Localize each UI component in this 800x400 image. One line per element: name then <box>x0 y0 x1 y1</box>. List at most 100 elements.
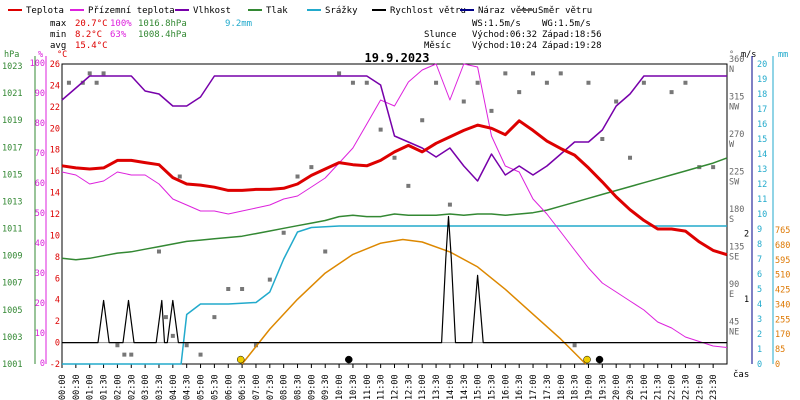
wind-tick-label: 1 <box>744 295 749 305</box>
x-tick-label: 11:00 <box>363 374 373 400</box>
wind-direction-point <box>240 287 245 291</box>
direction-tick-deg: 90 <box>729 280 739 290</box>
x-tick-label: 17:30 <box>543 374 553 400</box>
x-tick-label: 00:00 <box>58 374 68 400</box>
gust-tick-label: 3 <box>757 315 762 325</box>
wind-direction-point <box>66 80 71 85</box>
gust-tick-label: 14 <box>757 150 767 160</box>
direction-tick-card: SW <box>729 178 740 188</box>
x-tick-label: 15:00 <box>474 374 484 400</box>
wind-direction-point <box>544 80 549 85</box>
x-tick-label: 16:30 <box>515 374 525 400</box>
gust-tick-label: 10 <box>757 210 767 220</box>
gust-tick-label: 20 <box>757 60 767 70</box>
pressure-tick-label: 1005 <box>2 306 22 316</box>
info-ws: WS:1.5m/s <box>472 19 521 29</box>
gust-tick-label: 6 <box>757 270 762 280</box>
wind-direction-point <box>177 174 182 179</box>
x-tick-label: 02:30 <box>127 374 137 400</box>
info-wg: WG:1.5m/s <box>542 19 591 29</box>
wind-direction-point <box>163 315 168 320</box>
x-tick-label: 19:00 <box>584 374 594 400</box>
pressure-unit: hPa <box>4 50 19 60</box>
wind-direction-point <box>184 343 189 348</box>
direction-tick-card: E <box>729 290 734 300</box>
gust-tick-label: 13 <box>757 165 767 175</box>
info-moon-label: Měsíc <box>424 41 451 51</box>
x-tick-label: 08:00 <box>280 374 290 400</box>
wind-direction-point <box>309 165 314 170</box>
pressure-tick-label: 1013 <box>2 197 22 207</box>
wind-direction-point <box>87 71 92 76</box>
gust-tick-label: 16 <box>757 120 767 130</box>
stats-avg-temp: 15.4°C <box>75 41 108 51</box>
wind-direction-point <box>281 230 286 235</box>
x-tick-label: 13:30 <box>432 374 442 400</box>
wind-direction-point <box>122 352 127 357</box>
x-tick-label: 18:30 <box>571 374 581 400</box>
wind-direction-point <box>531 71 536 76</box>
temp-tick-label: -2 <box>50 360 60 370</box>
wind-direction-point <box>253 343 258 348</box>
info-moon-set: Západ:19:28 <box>542 41 602 51</box>
legend: Teplota Přízemní teplota Vlhkost Tlak Srážky… <box>8 6 592 16</box>
x-tick-label: 23:30 <box>709 374 719 400</box>
series-temperature <box>61 119 728 257</box>
wind-direction-point <box>489 108 494 113</box>
wind-direction-point <box>170 333 175 338</box>
wind-unit: m/s <box>741 50 756 60</box>
wind-direction-point <box>434 80 439 85</box>
pressure-tick-label: 1009 <box>2 252 22 262</box>
x-tick-label: 02:00 <box>113 374 123 400</box>
x-tick-label: 04:30 <box>183 374 193 400</box>
humidity-tick-label: 100 <box>30 59 45 69</box>
x-tick-label: 13:00 <box>418 374 428 400</box>
gust-tick-label: 7 <box>757 255 762 265</box>
wind-direction-point <box>350 80 355 85</box>
wind-direction-point <box>558 71 563 76</box>
x-tick-label: 23:00 <box>695 374 705 400</box>
direction-tick-deg: 270 <box>729 130 744 140</box>
x-tick-label: 16:00 <box>501 374 511 400</box>
wind-direction-point <box>226 287 231 291</box>
gust-tick-label: 11 <box>757 195 767 205</box>
wind-direction-point <box>461 99 466 104</box>
gust-tick-label: 12 <box>757 180 767 190</box>
direction-tick-card: NE <box>729 328 739 338</box>
wind-direction-point <box>94 80 99 85</box>
rain-tick-label: 595 <box>775 256 790 266</box>
temp-tick-label: 8 <box>55 253 60 263</box>
pressure-tick-label: 1021 <box>2 89 22 99</box>
info-moon-rise: Východ:10:24 <box>472 41 537 51</box>
marker-sunset <box>583 355 591 364</box>
wind-direction-point <box>378 127 383 132</box>
x-tick-label: 22:00 <box>668 374 678 400</box>
marker-moonrise <box>345 355 353 364</box>
gust-tick-label: 1 <box>757 345 762 355</box>
x-axis-unit-label: čas <box>733 369 749 380</box>
x-tick-label: 03:30 <box>155 374 165 400</box>
humidity-tick-label: 10 <box>35 329 45 339</box>
wind-direction-point <box>711 165 716 170</box>
x-tick-label: 06:00 <box>224 374 234 400</box>
pressure-tick-label: 1015 <box>2 170 22 180</box>
info-sun-set: Západ:18:56 <box>542 30 602 40</box>
wind-direction-point <box>641 80 646 85</box>
direction-unit: ° <box>729 50 734 60</box>
x-tick-label: 05:30 <box>210 374 220 400</box>
rain-tick-label: 170 <box>775 330 790 340</box>
temp-tick-label: 18 <box>50 146 60 156</box>
wind-direction-point <box>572 343 577 348</box>
pressure-tick-label: 1023 <box>2 62 22 72</box>
rain-tick-label: 425 <box>775 286 790 296</box>
x-tick-label: 19:30 <box>598 374 608 400</box>
humidity-tick-label: 0 <box>40 359 45 369</box>
x-tick-label: 10:30 <box>349 374 359 400</box>
x-tick-label: 14:00 <box>446 374 456 400</box>
x-tick-label: 18:00 <box>557 374 567 400</box>
series-ground-temperature <box>61 63 728 348</box>
wind-direction-point <box>628 155 633 160</box>
temp-tick-label: 22 <box>50 103 60 113</box>
stats-min-temp: 8.2°C <box>75 30 102 40</box>
rain-tick-label: 510 <box>775 271 790 281</box>
